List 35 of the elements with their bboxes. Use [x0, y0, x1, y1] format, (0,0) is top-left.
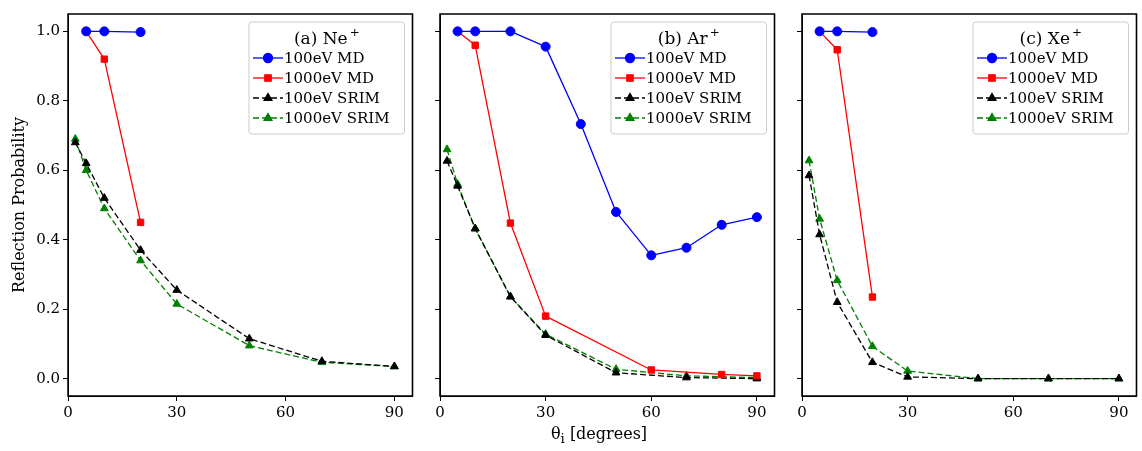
- x-tick-label: 90: [1109, 402, 1129, 421]
- y-tick-label: 0.6: [36, 160, 61, 179]
- legend-label: 100eV MD: [283, 48, 365, 67]
- legend-title: (a) Ne+: [293, 25, 360, 49]
- x-axis-title: θ$_{i}$ [degrees]: [550, 424, 648, 447]
- x-tick-label: 0: [63, 402, 73, 421]
- y-tick-label: 0.0: [36, 368, 61, 387]
- legend-label: 100eV SRIM: [1007, 88, 1104, 107]
- legend-title: (b) Ar+: [657, 25, 720, 49]
- x-tick-label: 60: [641, 402, 661, 421]
- legend-label: 100eV MD: [645, 48, 727, 67]
- x-tick-label: 60: [276, 402, 296, 421]
- legend-label: 1000eV MD: [1007, 68, 1099, 87]
- legend-label: 1000eV SRIM: [1007, 108, 1114, 127]
- legend-label: 1000eV MD: [283, 68, 375, 87]
- legend-label: 1000eV MD: [645, 68, 737, 87]
- y-tick-label: 0.2: [36, 299, 61, 318]
- y-tick-label: 0.8: [36, 90, 61, 109]
- legend-label: 100eV SRIM: [645, 88, 742, 107]
- legend-label: 100eV SRIM: [283, 88, 380, 107]
- y-tick-label: 0.4: [36, 229, 61, 248]
- x-tick-label: 30: [536, 402, 556, 421]
- legend-label: 100eV MD: [1007, 48, 1089, 67]
- x-tick-label: 0: [435, 402, 445, 421]
- legend-label: 1000eV SRIM: [645, 108, 752, 127]
- x-tick-label: 30: [167, 402, 187, 421]
- x-tick-label: 60: [1003, 402, 1023, 421]
- x-tick-label: 90: [384, 402, 404, 421]
- legend-label: 1000eV SRIM: [283, 108, 390, 127]
- x-tick-label: 30: [898, 402, 918, 421]
- y-tick-label: 1.0: [36, 21, 61, 40]
- x-tick-label: 0: [797, 402, 807, 421]
- legend-title: (c) Xe+: [1019, 25, 1082, 49]
- x-tick-label: 90: [747, 402, 767, 421]
- y-axis-title: Reflection Probability: [8, 116, 28, 294]
